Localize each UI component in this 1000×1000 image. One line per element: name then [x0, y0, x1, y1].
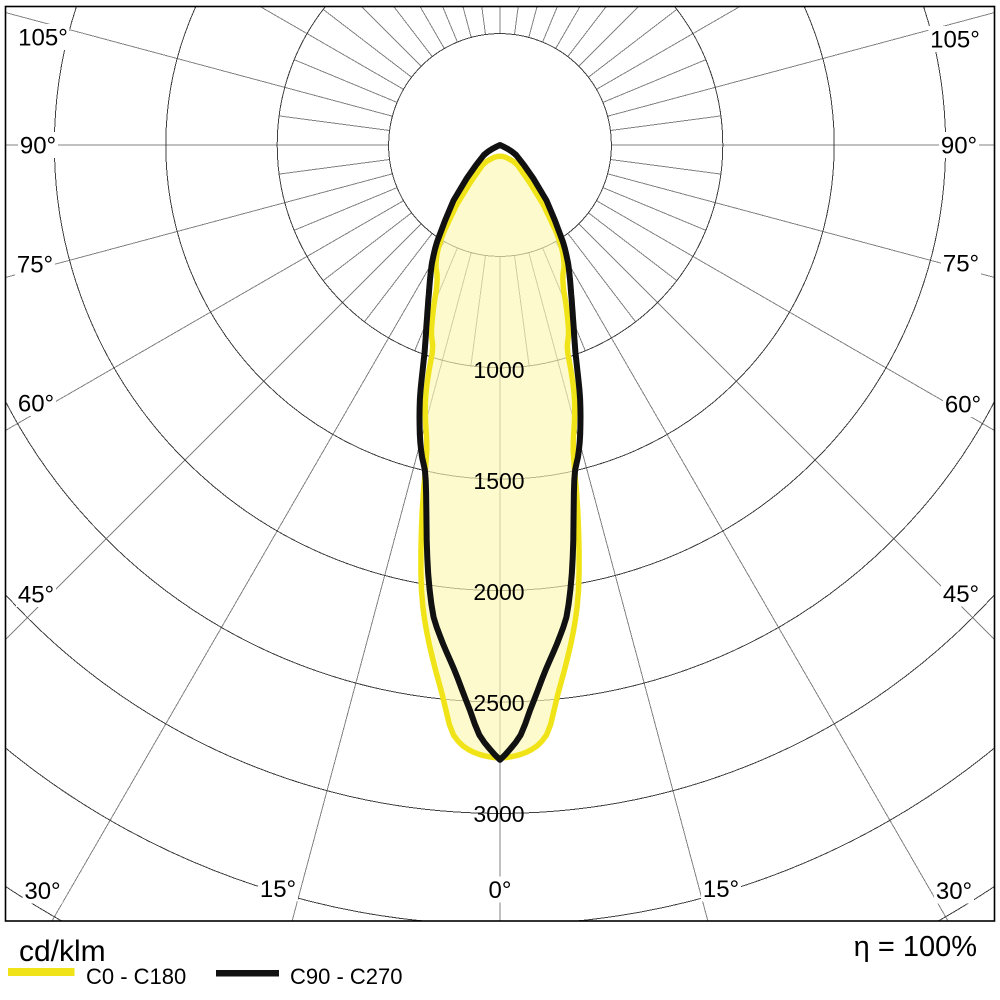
- svg-text:15°: 15°: [260, 876, 296, 903]
- svg-text:η = 100%: η = 100%: [854, 931, 977, 963]
- svg-text:105°: 105°: [18, 25, 68, 52]
- svg-text:90°: 90°: [941, 133, 977, 160]
- svg-text:60°: 60°: [945, 392, 981, 419]
- svg-text:90°: 90°: [20, 133, 56, 160]
- svg-text:30°: 30°: [936, 878, 972, 905]
- svg-text:45°: 45°: [18, 582, 54, 609]
- svg-text:2500: 2500: [473, 690, 524, 716]
- svg-text:C90 - C270: C90 - C270: [290, 964, 403, 989]
- svg-text:45°: 45°: [943, 581, 979, 608]
- svg-text:30°: 30°: [24, 878, 60, 905]
- svg-text:1000: 1000: [473, 357, 524, 383]
- svg-text:60°: 60°: [18, 391, 54, 418]
- svg-text:1500: 1500: [473, 468, 524, 494]
- svg-text:0°: 0°: [489, 877, 512, 904]
- svg-text:75°: 75°: [17, 252, 53, 279]
- svg-text:2000: 2000: [473, 579, 524, 605]
- svg-text:C0 - C180: C0 - C180: [86, 964, 186, 989]
- svg-text:cd/klm: cd/klm: [19, 935, 106, 968]
- svg-text:3000: 3000: [473, 801, 524, 827]
- svg-text:75°: 75°: [943, 251, 979, 278]
- svg-text:105°: 105°: [930, 27, 980, 54]
- svg-text:15°: 15°: [703, 876, 739, 903]
